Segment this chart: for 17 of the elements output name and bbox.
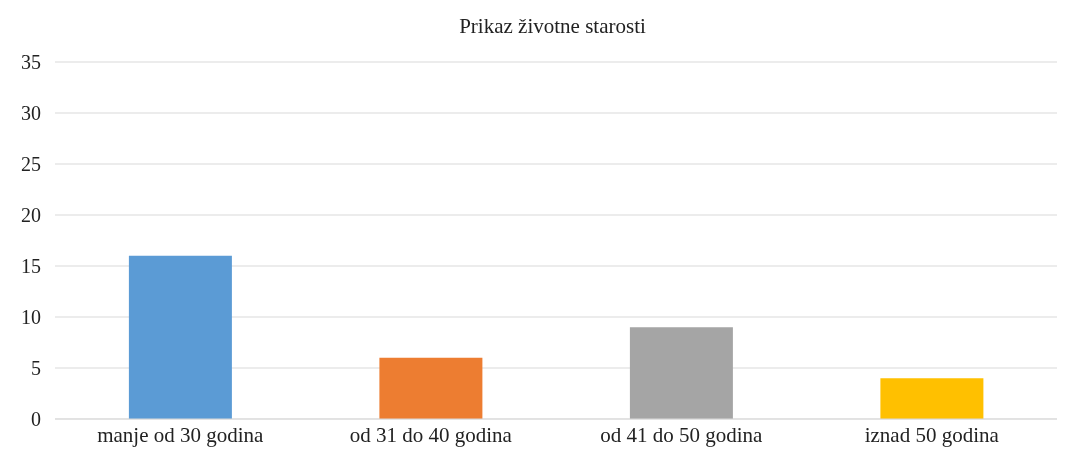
bar [880, 378, 984, 419]
chart-title: Prikaz životne starosti [458, 14, 647, 39]
y-tick-label: 35 [21, 51, 41, 74]
x-tick-label: od 41 do 50 godina [600, 422, 764, 447]
bar [379, 357, 483, 419]
bar [128, 255, 232, 419]
x-tick-label: iznad 50 godina [864, 422, 1000, 447]
y-tick-label: 10 [21, 306, 41, 329]
y-tick-label: 15 [21, 255, 41, 278]
y-tick-label: 30 [21, 102, 41, 125]
y-tick-label: 0 [31, 408, 41, 431]
y-tick-label: 5 [31, 357, 41, 380]
y-tick-label: 25 [21, 153, 41, 176]
x-tick-label: manje od 30 godina [97, 422, 265, 447]
bar [629, 327, 733, 419]
x-tick-label: od 31 do 40 godina [349, 422, 513, 447]
y-tick-label: 20 [21, 204, 41, 227]
